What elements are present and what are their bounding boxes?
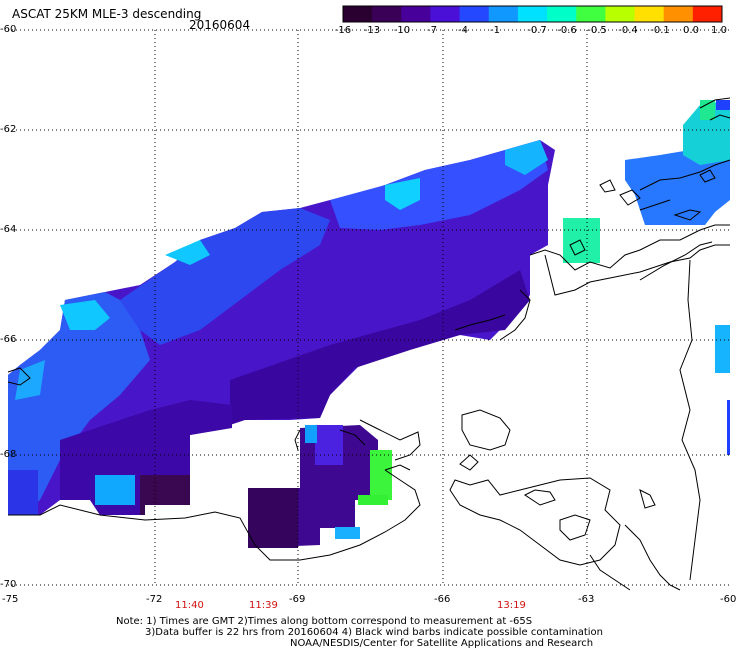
note-line-2: 3)Data buffer is 22 hrs from 20160604 4)… xyxy=(145,627,603,638)
colorbar-swatch xyxy=(459,6,490,22)
colorbar-label: -0.6 xyxy=(557,25,577,36)
colorbar-swatch xyxy=(430,6,461,22)
colorbar-swatch xyxy=(343,6,373,22)
colorbar-swatch xyxy=(401,6,431,22)
lat-label: -68 xyxy=(0,449,17,460)
lat-label: -60 xyxy=(0,24,17,35)
colorbar-swatch xyxy=(547,6,577,22)
lat-label: -70 xyxy=(0,579,17,590)
colorbar-swatch xyxy=(605,6,636,22)
lon-label: -63 xyxy=(578,594,595,605)
lat-label: -66 xyxy=(0,334,17,345)
colorbar-border xyxy=(342,5,723,23)
lat-label: -64 xyxy=(0,224,17,235)
lon-label: -69 xyxy=(289,594,306,605)
colorbar xyxy=(342,5,723,23)
lon-label: -72 xyxy=(146,594,163,605)
colorbar-label: -0.1 xyxy=(650,25,670,36)
coastline xyxy=(7,97,731,591)
map-title: ASCAT 25KM MLE-3 descending xyxy=(12,7,202,21)
colorbar-swatch xyxy=(576,6,606,22)
colorbar-label: 0.0 xyxy=(683,25,699,36)
colorbar-swatch xyxy=(488,6,519,22)
colorbar-label: -1 xyxy=(490,25,500,36)
colorbar-swatch xyxy=(517,6,548,22)
colorbar-label: -16 xyxy=(334,25,352,36)
lat-label: -62 xyxy=(0,124,17,135)
colorbar-label: -7 xyxy=(427,25,437,36)
time-label: 13:19 xyxy=(497,600,526,611)
colorbar-label: 1.0 xyxy=(711,25,727,36)
colorbar-label: -0.7 xyxy=(527,25,547,36)
time-label: 11:40 xyxy=(175,600,204,611)
lon-label: -60 xyxy=(720,594,737,605)
colorbar-label: -0.4 xyxy=(618,25,638,36)
colorbar-swatch xyxy=(634,6,665,22)
note-line-1: Note: 1) Times are GMT 2)Times along bot… xyxy=(116,616,533,627)
note-line-3: NOAA/NESDIS/Center for Satellite Applica… xyxy=(290,638,594,649)
colorbar-label: -4 xyxy=(458,25,468,36)
colorbar-swatch xyxy=(692,6,723,22)
colorbar-label: -0.5 xyxy=(587,25,607,36)
data-swath-main xyxy=(8,140,555,515)
colorbar-swatch xyxy=(372,6,402,22)
map-date: 20160604 xyxy=(189,18,251,32)
lon-label: -66 xyxy=(434,594,451,605)
colorbar-label: -10 xyxy=(393,25,411,36)
lon-label: -75 xyxy=(2,594,19,605)
data-swath-center xyxy=(248,425,392,548)
colorbar-label: -13 xyxy=(363,25,381,36)
graticule xyxy=(8,29,730,586)
time-label: 11:39 xyxy=(249,600,278,611)
data-swath-east xyxy=(563,100,730,455)
colorbar-swatch xyxy=(663,6,694,22)
